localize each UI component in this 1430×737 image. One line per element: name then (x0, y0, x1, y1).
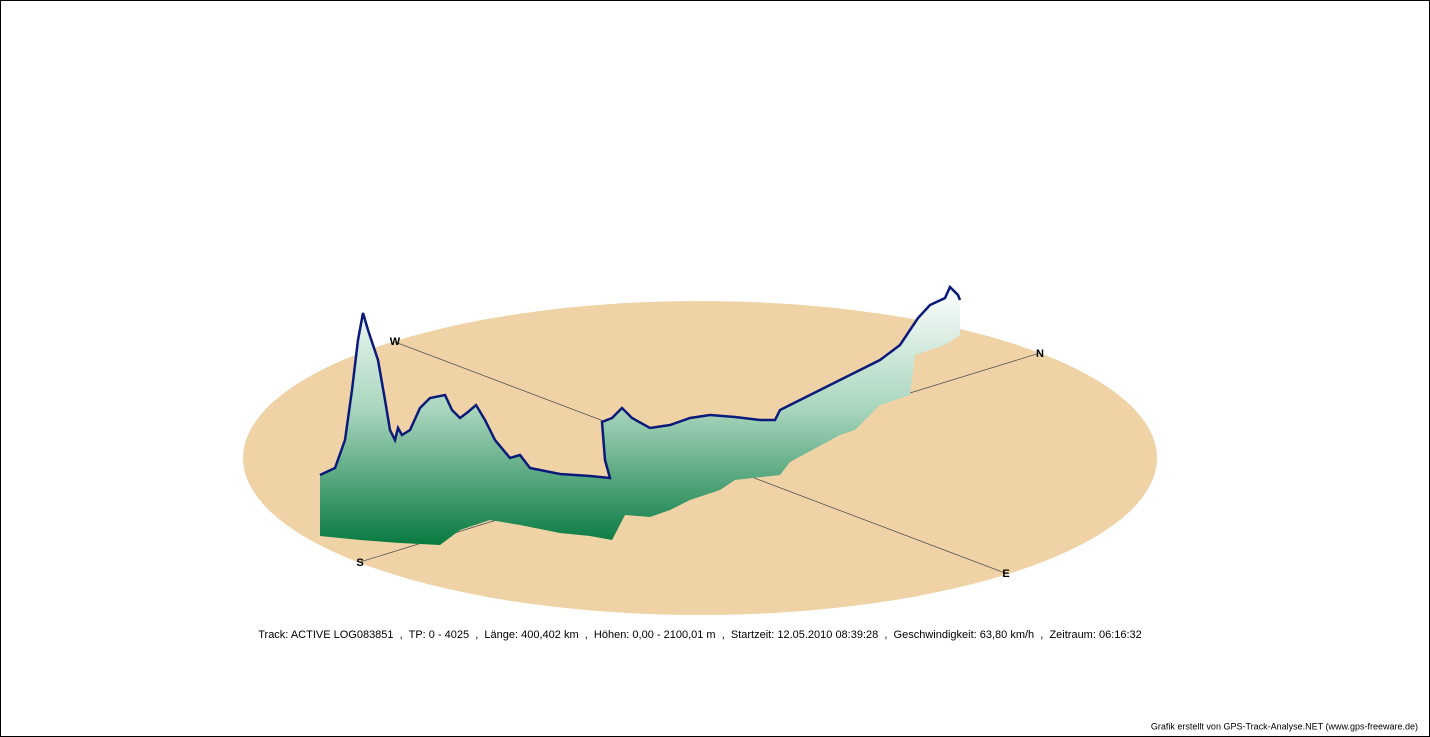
elevation-profile (320, 287, 960, 545)
compass-south: S (356, 557, 363, 569)
compass-north: N (1036, 348, 1044, 360)
compass-west: W (390, 336, 401, 348)
credit: Grafik erstellt von GPS-Track-Analyse.NE… (1151, 721, 1418, 731)
track-info: Track: ACTIVE LOG083851 , TP: 0 - 4025 ,… (258, 629, 1142, 641)
track-line (319, 284, 962, 480)
compass-east: E (1002, 568, 1009, 580)
